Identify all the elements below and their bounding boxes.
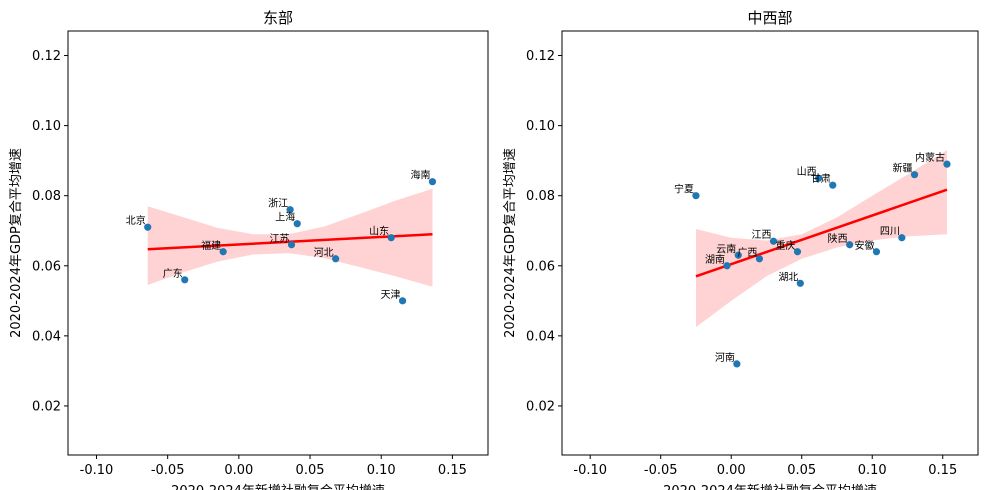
confidence-band (147, 188, 433, 287)
point-label: 福建 (201, 239, 221, 252)
point-label: 新疆 (893, 162, 913, 175)
confidence-band (695, 150, 947, 328)
data-point-5 (293, 220, 301, 228)
point-label: 内蒙古 (915, 151, 945, 164)
data-point-6 (793, 248, 802, 256)
data-point-15 (943, 160, 951, 168)
point-label: 安徽 (854, 239, 874, 252)
data-point-9 (815, 174, 823, 182)
data-point-2 (723, 262, 731, 270)
x-tick-label: 0.00 (717, 463, 746, 478)
plot-frame (67, 30, 489, 456)
x-tick-label: -0.05 (151, 463, 185, 478)
point-label: 宁夏 (674, 183, 694, 196)
data-point-10 (428, 178, 437, 186)
point-label: 重庆 (775, 239, 795, 252)
regression-line (695, 188, 948, 278)
data-point-11 (846, 241, 854, 249)
point-label: 江苏 (270, 232, 290, 245)
chart-title: 东部 (263, 9, 293, 27)
point-label: 海南 (410, 169, 430, 182)
y-tick-label: 0.06 (526, 259, 555, 274)
data-point-4 (286, 206, 294, 214)
data-point-3 (219, 248, 227, 256)
x-tick-label: 0.05 (787, 463, 816, 478)
data-point-5 (769, 237, 778, 245)
y-axis-title: 2020-2024年GDP复合平均增速 (503, 148, 518, 338)
y-tick-label: 0.10 (526, 119, 555, 134)
y-tick-label: 0.02 (32, 399, 61, 414)
point-label: 广东 (163, 267, 183, 280)
y-tick-label: 0.02 (526, 399, 555, 414)
y-tick-label: 0.04 (526, 329, 555, 344)
point-label: 天津 (381, 289, 401, 301)
point-label: 山东 (369, 225, 389, 238)
point-label: 陕西 (828, 232, 848, 245)
x-tick-label: -0.10 (80, 463, 114, 478)
x-tick-label: 0.10 (858, 463, 887, 478)
point-label: 湖南 (705, 253, 725, 266)
x-tick-label: -0.10 (573, 463, 607, 478)
data-point-13 (898, 234, 906, 242)
x-tick-label: -0.05 (644, 463, 678, 478)
data-point-12 (872, 248, 881, 256)
y-axis-title: 2020-2024年GDP复合平均增速 (9, 148, 24, 338)
x-tick-label: 0.05 (296, 463, 325, 478)
x-axis-title: 2020-2024年新增社融复合平均增速 (171, 483, 385, 490)
point-label: 河北 (314, 247, 334, 259)
y-tick-label: 0.08 (32, 189, 61, 204)
y-tick-label: 0.04 (32, 329, 61, 344)
data-point-6 (287, 241, 296, 249)
data-point-14 (910, 171, 919, 179)
point-label: 山西 (797, 166, 817, 178)
point-label: 北京 (126, 214, 146, 227)
data-point-8 (387, 234, 395, 242)
x-tick-label: 0.15 (438, 463, 467, 478)
x-axis-title: 2020-2024年新增社融复合平均增速 (663, 483, 877, 490)
y-tick-label: 0.12 (526, 49, 555, 64)
data-point-8 (733, 360, 741, 368)
data-point-1 (144, 223, 152, 231)
data-point-10 (829, 181, 837, 189)
point-label: 湖北 (778, 271, 798, 283)
data-point-4 (755, 255, 764, 263)
point-label: 江西 (752, 229, 772, 241)
plot-frame (561, 30, 979, 456)
data-point-9 (398, 297, 407, 305)
y-tick-label: 0.12 (32, 49, 61, 64)
data-point-1 (692, 192, 700, 200)
y-tick-label: 0.06 (32, 259, 61, 274)
point-label: 广西 (737, 247, 757, 259)
chart-title: 中西部 (747, 9, 792, 27)
point-label: 云南 (716, 242, 736, 255)
data-point-3 (734, 251, 742, 259)
point-label: 河南 (715, 351, 735, 364)
y-tick-label: 0.08 (526, 189, 555, 204)
x-tick-label: 0.15 (928, 463, 957, 478)
x-tick-label: 0.00 (224, 463, 253, 478)
data-point-7 (332, 255, 340, 263)
data-point-2 (181, 276, 189, 284)
y-tick-label: 0.10 (32, 119, 61, 134)
x-tick-label: 0.10 (367, 463, 396, 478)
point-label: 浙江 (268, 198, 288, 210)
point-label: 甘肃 (811, 172, 831, 185)
data-point-7 (796, 279, 804, 287)
point-label: 上海 (275, 211, 295, 224)
point-label: 四川 (880, 227, 900, 238)
